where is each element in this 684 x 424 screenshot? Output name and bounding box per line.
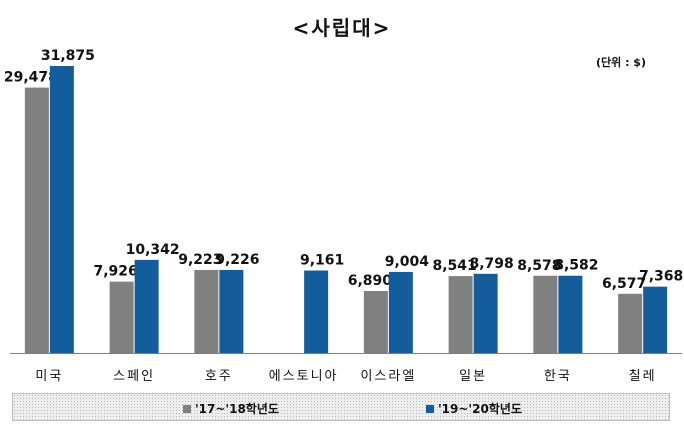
data-label-2-1: 10,342 [126, 242, 180, 258]
data-label-2-7: 7,368 [639, 269, 683, 285]
bar-2-6 [558, 275, 583, 353]
data-label-2-5: 8,798 [469, 256, 513, 272]
legend-label-series-2: '19~'20학년도 [438, 402, 522, 416]
data-label-2-0: 31,875 [41, 48, 95, 64]
data-label-1-7: 6,577 [602, 276, 646, 292]
legend-swatch-series-2 [426, 404, 434, 413]
x-tick-label-0: 미국 [35, 369, 63, 384]
x-tick-label-6: 한국 [544, 369, 572, 384]
data-label-1-5: 8,541 [432, 258, 476, 274]
data-label-2-6: 8,582 [554, 258, 598, 274]
data-label-2-3: 9,161 [300, 253, 344, 269]
x-tick-label-1: 스페인 [113, 369, 155, 384]
x-tick-label-7: 칠레 [629, 369, 657, 384]
bar-2-0 [49, 66, 74, 353]
legend-item-series-2: '19~'20학년도 [426, 400, 522, 417]
data-label-1-0: 29,478 [4, 70, 58, 86]
bar-2-7 [643, 286, 668, 353]
bar-1-6 [533, 275, 558, 353]
legend-label-series-1: '17~'18학년도 [195, 402, 279, 416]
bar-1-4 [363, 290, 388, 353]
data-label-2-2: 9,226 [215, 252, 259, 268]
bar-2-4 [388, 271, 413, 353]
data-label-2-4: 9,004 [385, 254, 430, 270]
data-label-1-4: 6,890 [348, 273, 393, 289]
bar-2-5 [473, 273, 498, 353]
x-tick-label-2: 호주 [205, 369, 233, 384]
legend-item-series-1: '17~'18학년도 [183, 400, 279, 417]
bar-1-2 [194, 269, 219, 353]
legend-swatch-series-1 [183, 404, 191, 413]
data-label-1-1: 7,926 [93, 264, 137, 280]
bar-1-0 [24, 87, 49, 353]
legend: '17~'18학년도 '19~'20학년도 [12, 393, 670, 421]
data-label-1-6: 8,578 [517, 258, 561, 274]
bar-1-7 [618, 293, 643, 353]
unit-label: (단위 : $) [595, 56, 646, 69]
bar-1-1 [109, 281, 134, 353]
x-tick-label-5: 일본 [459, 369, 487, 384]
chart-title: <사립대> [292, 16, 392, 40]
data-label-1-2: 9,223 [178, 252, 222, 268]
bar-2-3 [304, 270, 329, 353]
bar-2-2 [219, 269, 244, 353]
bar-2-1 [134, 259, 159, 353]
bar-1-5 [448, 276, 473, 353]
x-tick-label-3: 에스토니아 [269, 369, 339, 384]
x-tick-label-4: 이스라엘 [360, 369, 416, 384]
